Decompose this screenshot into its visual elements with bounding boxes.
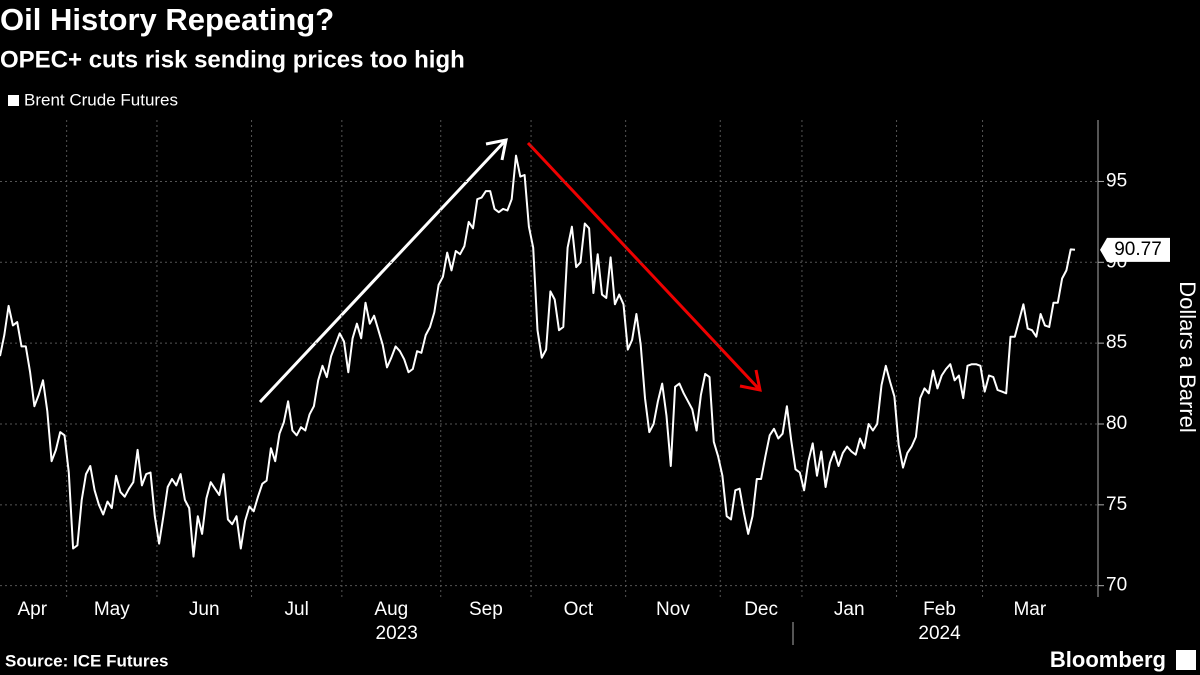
y-tick-label: 95 xyxy=(1106,170,1127,191)
down-arrow xyxy=(526,141,762,392)
x-tick-label: Jun xyxy=(189,599,220,620)
brand: Bloomberg xyxy=(1050,647,1166,672)
x-tick-label: Feb xyxy=(923,599,956,620)
up-arrow xyxy=(258,138,508,404)
x-tick-label: Sep xyxy=(469,599,503,620)
x-tick-label: Mar xyxy=(1013,599,1046,620)
legend-label: Brent Crude Futures xyxy=(24,90,178,109)
y-tick-label: 80 xyxy=(1106,413,1127,434)
y-tick-label: 85 xyxy=(1106,332,1127,353)
x-tick-label: Nov xyxy=(656,599,690,620)
source: Source: ICE Futures xyxy=(5,651,168,670)
y-axis-label: Dollars a Barrel xyxy=(1175,281,1200,433)
x-tick-label: Jul xyxy=(285,599,309,620)
legend-swatch xyxy=(8,95,19,106)
price-line xyxy=(0,154,1076,558)
x-tick-label: May xyxy=(94,599,130,620)
x-tick-label: Apr xyxy=(17,599,47,620)
value-label: 90.77 xyxy=(1114,239,1162,260)
brand-logo xyxy=(1176,650,1196,670)
value-label-box xyxy=(1100,237,1170,262)
x-tick-label: Jan xyxy=(834,599,865,620)
y-tick-label: 75 xyxy=(1106,494,1127,515)
chart-title: Oil History Repeating? xyxy=(0,2,334,37)
x-tick-label: Dec xyxy=(744,599,778,620)
x-tick-label: Oct xyxy=(564,599,594,620)
chart-subtitle: OPEC+ cuts risk sending prices too high xyxy=(0,46,465,73)
y-tick-label: 70 xyxy=(1106,575,1127,596)
year-label: 2023 xyxy=(376,623,418,644)
year-label: 2024 xyxy=(918,623,961,644)
x-tick-label: Aug xyxy=(374,599,408,620)
